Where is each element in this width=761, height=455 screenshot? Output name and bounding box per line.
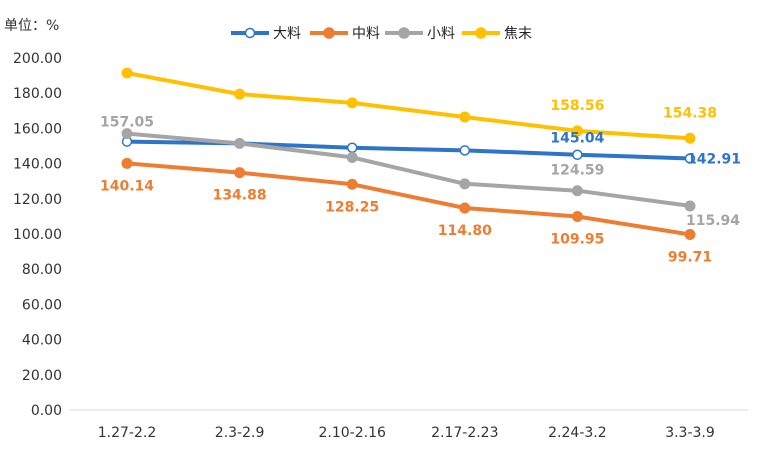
data-label: 140.14 [100,178,154,194]
x-tick-label: 2.3-2.9 [215,425,265,441]
y-tick-label: 60.00 [22,297,62,313]
y-tick-label: 0.00 [31,403,62,419]
series-lines [126,71,691,237]
legend-label: 焦末 [504,26,532,42]
legend: 大料 中料 小料 焦末 [231,26,532,42]
data-label: 157.05 [100,115,154,131]
data-point [684,200,696,212]
data-label: 145.04 [550,131,604,147]
legend-swatch-marker [323,27,335,39]
data-point [684,229,696,241]
y-tick-label: 160.00 [13,121,62,137]
legend-swatch-marker [244,27,256,39]
y-tick-label: 80.00 [22,262,62,278]
unit-label: 单位：% [4,18,59,34]
data-point [459,111,471,123]
data-point [571,210,583,222]
x-tick-label: 1.27-2.2 [98,425,157,441]
data-point [459,202,471,214]
data-point [571,125,583,137]
data-point [459,145,471,156]
x-tick-label: 3.3-3.9 [665,425,715,441]
legend-swatch-marker [398,27,410,39]
y-tick-label: 140.00 [13,157,62,173]
data-point [684,132,696,144]
data-point [459,178,471,190]
y-tick-label: 180.00 [13,86,62,102]
x-tick-label: 2.24-3.2 [548,425,607,441]
data-point [684,153,696,164]
data-point [346,178,358,190]
data-label: 154.38 [663,105,717,121]
y-tick-label: 20.00 [22,368,62,384]
data-label: 142.91 [687,151,741,167]
data-point [346,151,358,163]
data-label: 114.80 [438,223,492,239]
legend-label: 中料 [352,26,380,42]
y-tick-label: 120.00 [13,192,62,208]
series-markers [121,67,696,241]
data-point [234,88,246,100]
legend-label: 大料 [273,26,301,42]
data-point [346,97,358,109]
x-tick-label: 2.17-2.23 [431,425,498,441]
legend-swatch-marker [475,27,487,39]
series-line [126,131,691,208]
x-tick-label: 2.10-2.16 [318,425,385,441]
data-label: 109.95 [550,231,604,247]
legend-label: 小料 [427,26,455,42]
data-point [121,67,133,79]
y-tick-label: 100.00 [13,227,62,243]
data-label: 99.71 [668,250,712,266]
data-labels: 145.04 142.91 140.14 134.88 128.25 114.80 109.… [100,98,741,266]
data-point [121,128,133,140]
y-axis-tick-labels: 0.00 20.00 40.00 60.00 80.00 100.00 120.00 140.… [13,51,62,419]
data-label: 124.59 [550,163,604,179]
data-point [234,167,246,179]
data-point [121,157,133,169]
data-point [346,142,358,154]
y-tick-label: 40.00 [22,333,62,349]
data-point [571,185,583,197]
data-label: 115.94 [686,213,740,229]
data-point [234,137,246,149]
series-line [126,139,691,161]
data-label: 128.25 [325,199,379,215]
data-point [572,149,583,160]
y-tick-label: 200.00 [13,51,62,67]
data-label: 158.56 [550,98,604,114]
series-line [126,161,691,237]
data-label: 134.88 [213,188,267,204]
series-line [126,71,691,141]
x-axis-tick-labels: 1.27-2.2 2.3-2.9 2.10-2.16 2.17-2.23 2.24-3.… [98,425,715,441]
